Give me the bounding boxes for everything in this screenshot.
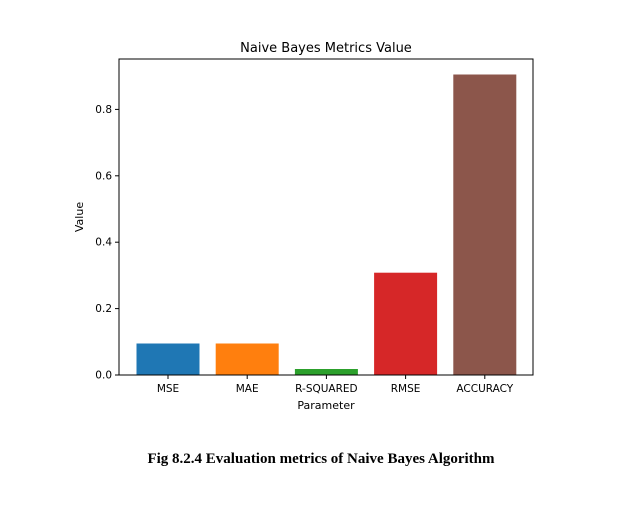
x-tick-label: MSE bbox=[157, 383, 179, 395]
x-tick-label: ACCURACY bbox=[456, 383, 513, 395]
bar-r-squared bbox=[294, 369, 358, 375]
y-tick-label: 0.4 bbox=[95, 237, 112, 249]
y-tick-label: 0.6 bbox=[95, 170, 112, 182]
figure-caption: Fig 8.2.4 Evaluation metrics of Naive Ba… bbox=[147, 451, 495, 467]
x-axis-label: Parameter bbox=[297, 399, 355, 412]
y-axis-label: Value bbox=[73, 202, 86, 232]
bar-mae bbox=[215, 343, 279, 375]
y-tick-label: 0.8 bbox=[95, 104, 112, 116]
chart-title: Naive Bayes Metrics Value bbox=[240, 41, 412, 56]
y-axis: 0.0 0.2 0.4 0.6 0.8 bbox=[95, 104, 119, 382]
x-axis: MSE MAE R-SQUARED RMSE ACCURACY bbox=[157, 375, 514, 395]
bars-group bbox=[136, 74, 517, 375]
x-tick-label: RMSE bbox=[391, 383, 421, 395]
bar-accuracy bbox=[453, 74, 517, 375]
bar-mse bbox=[136, 343, 200, 375]
bar-rmse bbox=[374, 272, 438, 375]
x-tick-label: MAE bbox=[236, 383, 259, 395]
x-tick-label: R-SQUARED bbox=[295, 383, 357, 395]
y-tick-label: 0.2 bbox=[95, 303, 112, 315]
y-tick-label: 0.0 bbox=[95, 370, 112, 382]
